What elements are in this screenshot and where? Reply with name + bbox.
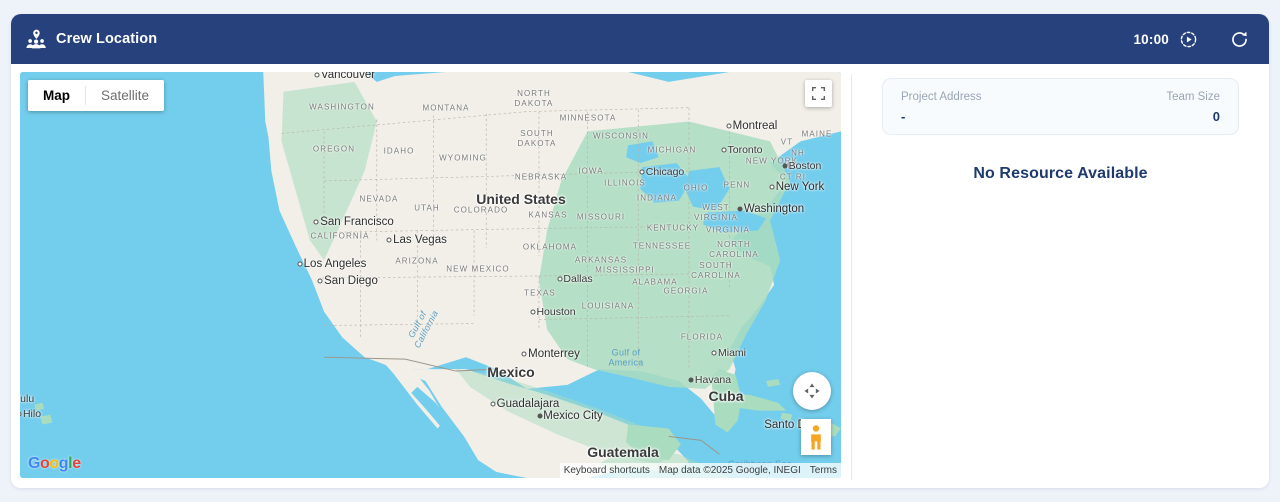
app-body: United States Mexico Cuba Guatemala WASHINGT… xyxy=(11,64,1269,488)
map-attribution: Keyboard shortcuts Map data ©2025 Google… xyxy=(559,463,841,478)
crew-location-app: Crew Location 10:00 xyxy=(11,14,1269,488)
map-city-marker-dot xyxy=(639,169,644,175)
fullscreen-icon[interactable] xyxy=(805,80,832,107)
basemap-graphic xyxy=(20,72,841,478)
map-city-marker-dot xyxy=(726,123,731,129)
app-header: Crew Location 10:00 xyxy=(11,14,1269,64)
map-city-marker-dot xyxy=(530,309,535,315)
play-timer-icon[interactable] xyxy=(1177,28,1199,50)
header-left-group: Crew Location xyxy=(25,28,157,50)
google-logo[interactable]: Google xyxy=(28,455,81,472)
pan-compass-icon[interactable] xyxy=(793,372,831,410)
map-city-marker-dot xyxy=(721,147,726,153)
map-city-marker-dot xyxy=(688,377,694,383)
team-size-label: Team Size xyxy=(1166,91,1220,103)
map-city-marker-dot xyxy=(297,261,302,267)
team-size-value: 0 xyxy=(1212,109,1220,124)
map-city-marker-dot xyxy=(711,350,717,356)
map-type-separator xyxy=(85,86,86,105)
map-city-marker-dot xyxy=(557,276,562,282)
team-size-field: Team Size 0 xyxy=(1166,91,1220,124)
refresh-button[interactable] xyxy=(1227,27,1251,51)
project-summary-card: Project Address - Team Size 0 xyxy=(882,78,1239,135)
page-title: Crew Location xyxy=(56,31,158,47)
project-address-field: Project Address - xyxy=(901,91,982,124)
map-city-marker-dot xyxy=(490,401,495,407)
map-city-marker-dot xyxy=(782,163,787,169)
vertical-divider xyxy=(851,74,852,480)
map-city-marker-dot xyxy=(769,184,774,190)
google-map[interactable]: United States Mexico Cuba Guatemala WASHINGT… xyxy=(20,72,841,478)
map-city-marker-dot xyxy=(521,351,527,357)
street-view-pegman-icon[interactable] xyxy=(801,419,831,455)
timer-value: 10:00 xyxy=(1133,31,1169,47)
map-city-marker-dot xyxy=(313,219,319,225)
map-city-marker-dot xyxy=(317,278,323,284)
header-right-group: 10:00 xyxy=(1133,27,1251,51)
map-city-marker-dot xyxy=(314,72,320,78)
map-city-marker-dot xyxy=(386,237,392,243)
no-resource-message: No Resource Available xyxy=(973,165,1148,182)
keyboard-shortcuts-link[interactable]: Keyboard shortcuts xyxy=(563,465,650,476)
session-timer: 10:00 xyxy=(1133,28,1199,50)
map-type-map-button[interactable]: Map xyxy=(28,80,85,111)
map-data-text: Map data ©2025 Google, INEGI xyxy=(658,465,801,476)
map-city-marker-dot xyxy=(737,206,743,212)
map-column: United States Mexico Cuba Guatemala WASHINGT… xyxy=(11,72,851,488)
map-city-marker-dot xyxy=(537,413,542,419)
project-address-value: - xyxy=(901,109,906,124)
info-panel: Project Address - Team Size 0 No Resourc… xyxy=(852,72,1269,488)
map-type-control: Map Satellite xyxy=(28,80,165,111)
terms-link[interactable]: Terms xyxy=(809,465,837,476)
map-type-satellite-button[interactable]: Satellite xyxy=(86,80,165,111)
project-address-label: Project Address xyxy=(901,91,982,103)
crew-location-icon xyxy=(25,28,47,50)
